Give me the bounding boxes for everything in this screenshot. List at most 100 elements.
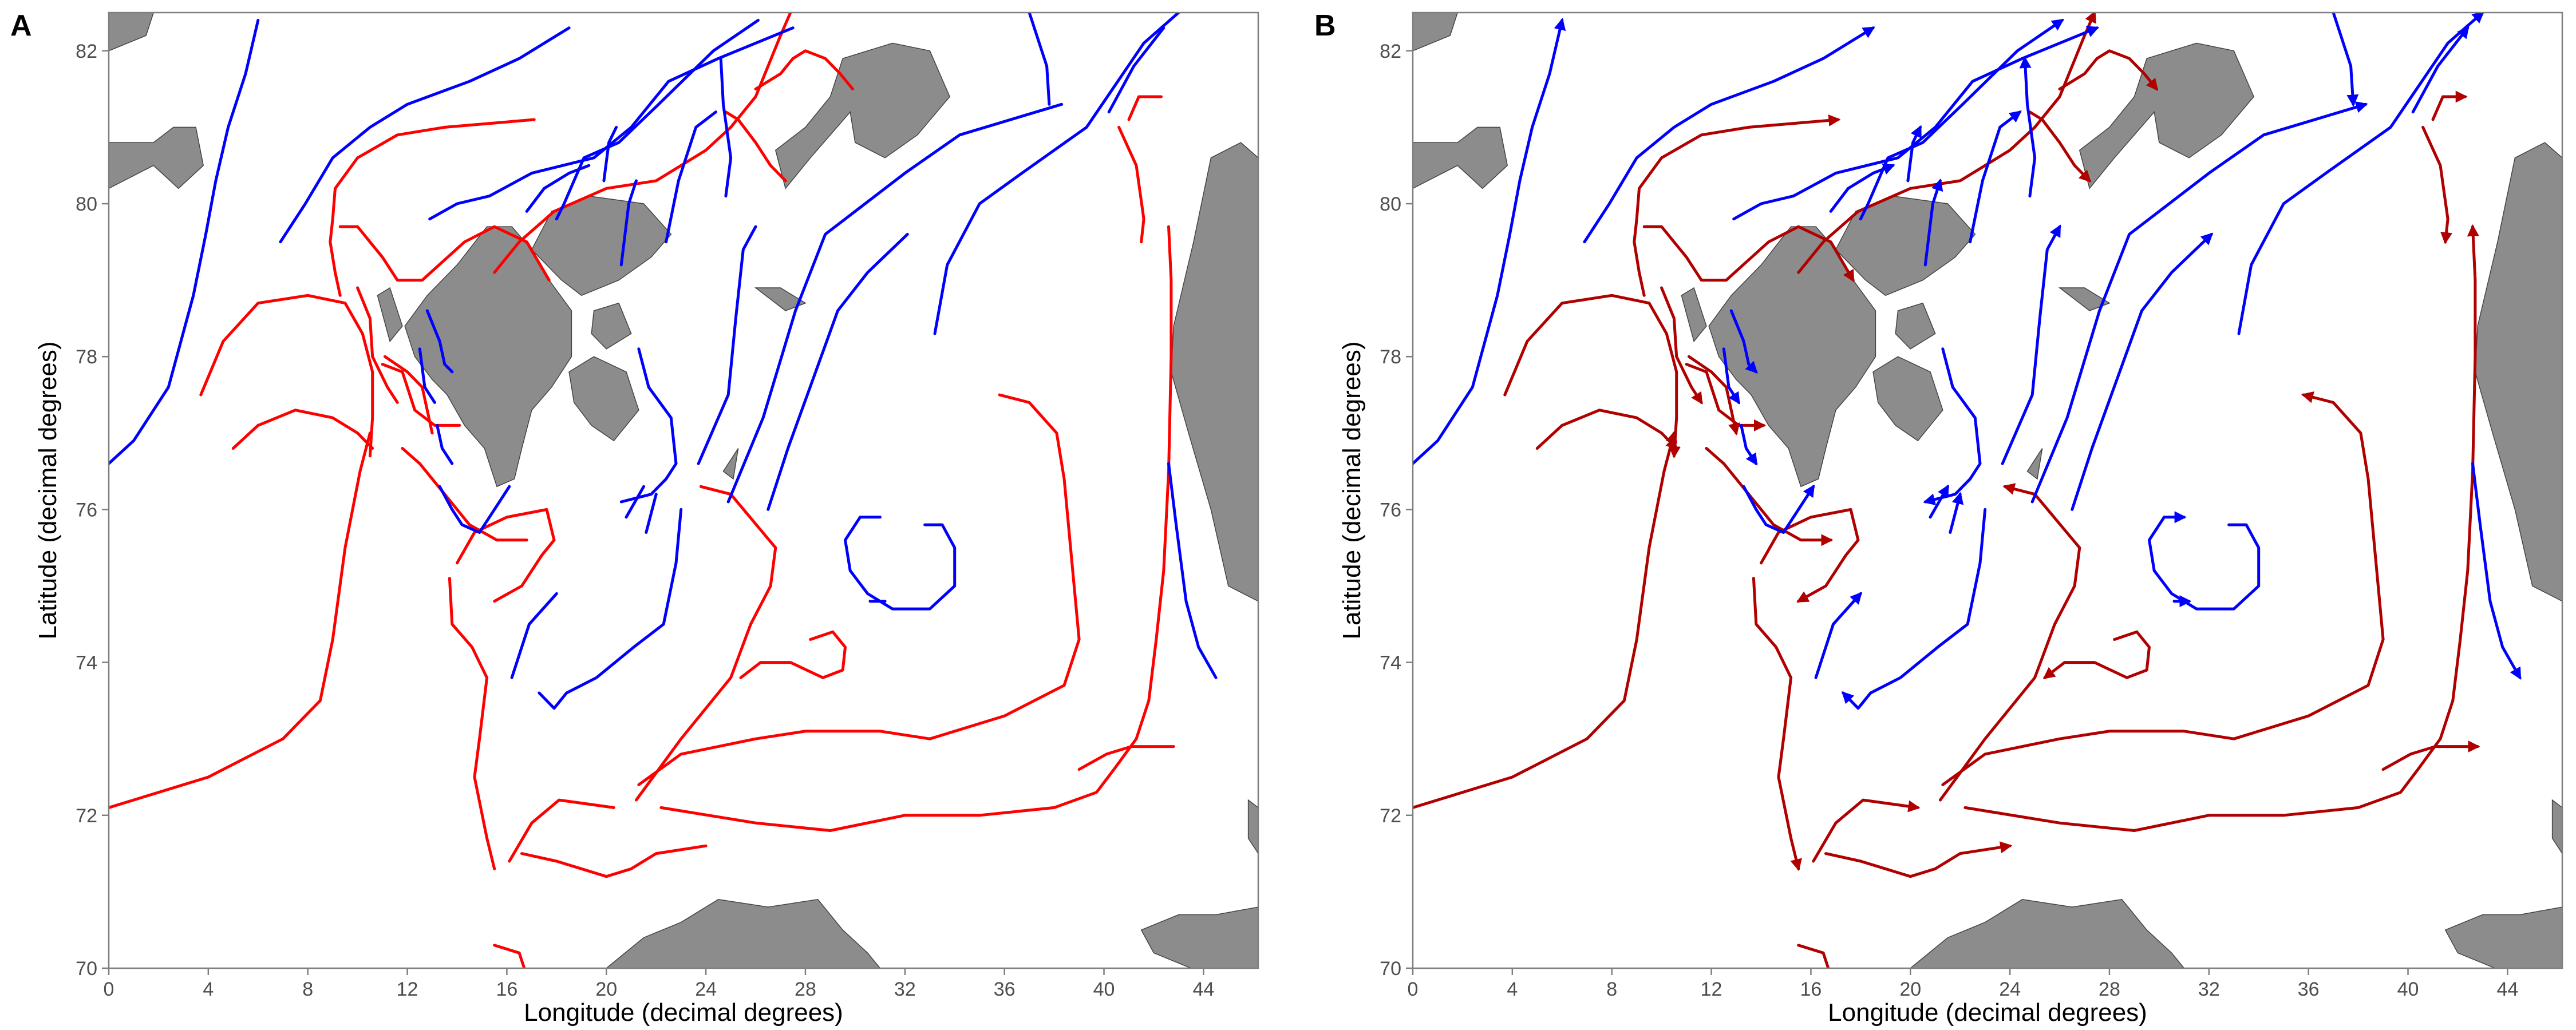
warm-current-2 <box>199 294 374 458</box>
warm-current-16 <box>1797 944 1830 968</box>
cold-current-7 <box>1923 178 1943 267</box>
cold-current-17 <box>1722 347 1740 405</box>
warm-current-8 <box>1685 363 1766 431</box>
cold-current-13 <box>2332 13 2359 107</box>
cold-current-12 <box>2237 13 2485 335</box>
cold-current-10 <box>2001 224 2061 465</box>
warm-current-23 <box>2421 125 2452 244</box>
cold-current-3 <box>428 26 795 221</box>
land-franz-josef-land <box>2079 42 2254 189</box>
y-tick-label: 82 <box>76 41 97 62</box>
cold-current-19 <box>1742 484 1815 534</box>
plot-frame <box>1412 11 2563 969</box>
warm-current-4 <box>329 118 536 297</box>
x-tick-label: 24 <box>1999 978 2021 1000</box>
warm-current-21 <box>2042 630 2151 679</box>
cold-current-17 <box>418 347 436 404</box>
cold-current-16 <box>1729 309 1758 374</box>
x-axis-title: Longitude (decimal degrees) <box>524 999 843 1027</box>
cold-current-21 <box>625 485 645 519</box>
cold-current-23 <box>538 508 683 710</box>
plot-frame <box>108 11 1259 969</box>
warm-current-11 <box>724 110 787 183</box>
panel-a: 0 4 8 12 16 20 24 28 32 36 40 44 70 72 74 76 78 80 82 Longi… <box>10 9 1259 1027</box>
land-prins-karls-forland <box>377 287 403 343</box>
warm-current-4 <box>1633 114 1841 297</box>
land-norway <box>606 898 881 968</box>
x-tick-label: 12 <box>397 978 418 1000</box>
cold-current-1 <box>109 18 260 465</box>
cold-current-15 <box>1167 462 1218 679</box>
warm-current-16 <box>493 944 526 968</box>
y-tick-label: 76 <box>76 499 97 521</box>
x-tick-label: 16 <box>496 978 517 1000</box>
y-tick-label: 72 <box>1380 805 1401 827</box>
x-tick-label: 4 <box>1507 978 1518 1000</box>
x-tick-label: 16 <box>1800 978 1822 1000</box>
cold-current-18 <box>1740 423 1758 466</box>
cold-current-14 <box>1107 26 1165 114</box>
cold-current-3 <box>1732 26 2100 221</box>
cold-current-2 <box>279 26 571 244</box>
x-tick-label: 40 <box>2397 978 2419 1000</box>
warm-current-21 <box>739 630 847 679</box>
x-tick-label: 32 <box>894 978 916 1000</box>
cold-current-8 <box>665 110 717 244</box>
map-background <box>1413 13 2562 968</box>
warm-current-12 <box>401 447 528 542</box>
cold-current-11 <box>2030 101 2368 504</box>
land-spitsbergen <box>1708 226 1876 488</box>
land-novaya-zemlya <box>1171 142 1258 602</box>
x-tick-label: 20 <box>1899 978 1921 1000</box>
y-tick-label: 70 <box>1380 958 1401 980</box>
y-tick-label: 78 <box>1380 346 1401 368</box>
warm-current-5 <box>1642 225 1855 283</box>
land-east-edge <box>2551 799 2562 854</box>
land-edgeoya <box>568 356 639 442</box>
cold-current-25 <box>767 232 909 511</box>
warm-current-14 <box>1752 577 1802 871</box>
x-axis-title: Longitude (decimal degrees) <box>1828 999 2147 1027</box>
warm-current-1 <box>1413 430 1678 809</box>
x-tick-label: 28 <box>2099 978 2120 1000</box>
warm-current-5 <box>338 225 551 282</box>
cold-current-19 <box>438 485 511 534</box>
cold-current-9 <box>2019 56 2037 198</box>
x-tick-label: 36 <box>994 978 1016 1000</box>
cold-current-12 <box>933 13 1180 335</box>
land-hopen <box>722 448 739 480</box>
panel-b: 0 4 8 12 16 20 24 28 32 36 40 44 70 72 74 76 78 80 82 Longi… <box>1314 9 2563 1027</box>
land-greenland <box>109 126 204 189</box>
warm-current-24 <box>2431 90 2468 121</box>
warm-current-9 <box>493 13 792 274</box>
x-tick-label: 32 <box>2198 978 2220 1000</box>
warm-current-15 <box>508 798 615 863</box>
cold-current-20 <box>619 347 678 504</box>
y-tick-label: 80 <box>1380 193 1401 215</box>
warm-current-17 <box>520 844 708 878</box>
x-tick-label: 0 <box>104 978 114 1000</box>
warm-current-18 <box>634 485 777 802</box>
land-barentsoya <box>1895 302 1936 350</box>
y-tick-label: 74 <box>1380 652 1401 674</box>
warm-current-7 <box>383 355 434 435</box>
warm-current-22 <box>1077 745 1175 771</box>
cold-current-16 <box>425 309 454 374</box>
warm-current-20 <box>1963 224 2479 832</box>
warm-current-14 <box>448 577 496 870</box>
cold-current-11 <box>726 102 1064 504</box>
x-tick-label: 0 <box>1408 978 1419 1000</box>
cold-current-1 <box>1413 18 1566 465</box>
x-tick-label: 8 <box>1606 978 1617 1000</box>
warm-current-6 <box>356 286 399 404</box>
cold-current-22 <box>645 493 658 534</box>
warm-current-18 <box>1938 483 2081 802</box>
cold-current-18 <box>436 423 454 465</box>
cold-current-25 <box>2071 232 2214 511</box>
land-norway <box>1910 898 2185 968</box>
warm-current-22 <box>2381 740 2480 771</box>
cold-current-2 <box>1583 26 1875 244</box>
warm-current-3 <box>231 409 374 450</box>
panel-letter: A <box>10 9 32 42</box>
warm-current-9 <box>1797 13 2096 274</box>
